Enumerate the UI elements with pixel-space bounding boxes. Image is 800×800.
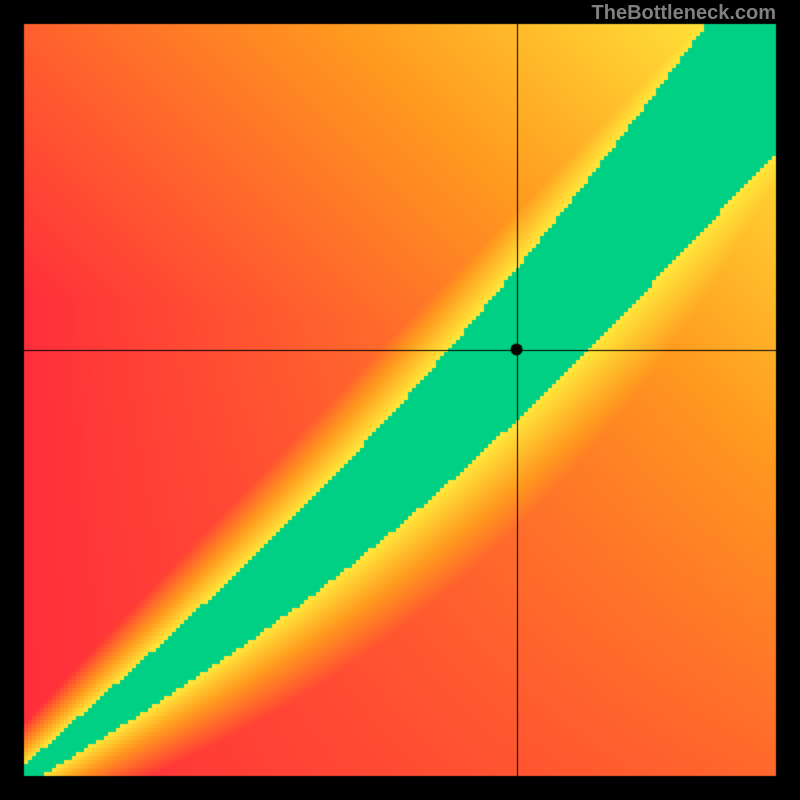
chart-container: TheBottleneck.com bbox=[0, 0, 800, 800]
bottleneck-heatmap-canvas bbox=[0, 0, 800, 800]
